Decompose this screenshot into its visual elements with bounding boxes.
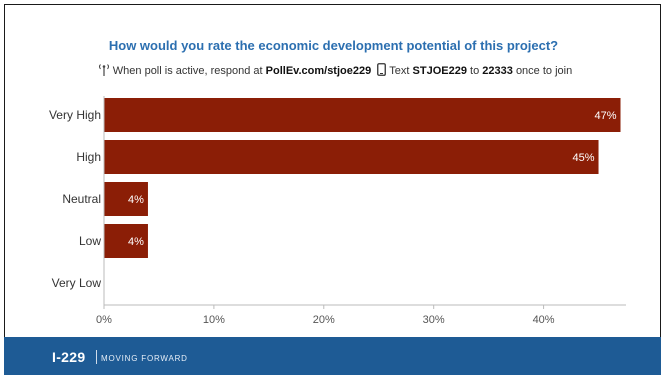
x-tick-label: 0% — [96, 314, 112, 326]
web-instruction-prefix: When poll is active, respond at — [112, 64, 263, 77]
category-label: Very Low — [52, 276, 102, 290]
footer-divider — [96, 350, 97, 364]
bar — [104, 98, 621, 132]
x-tick-label: 40% — [533, 314, 555, 326]
chart-title: How would you rate the economic developm… — [108, 38, 559, 53]
data-label: 4% — [128, 194, 144, 206]
footer-logo: I-229 — [52, 349, 86, 365]
footer-tagline: MOVING FORWARD — [101, 354, 188, 363]
sms-prefix: Text — [389, 64, 410, 77]
x-tick-label: 30% — [423, 314, 445, 326]
bar — [104, 182, 148, 216]
web-url: PollEv.com/stjoe229 — [265, 64, 372, 77]
sms-mid: to — [470, 64, 480, 77]
sms-code: STJOE229 — [412, 64, 467, 77]
x-tick-label: 20% — [313, 314, 335, 326]
antenna-icon — [98, 63, 110, 79]
footer-bar: I-229 MOVING FORWARD — [4, 337, 661, 375]
category-label: Very High — [49, 108, 101, 122]
x-tick-label: 10% — [203, 314, 225, 326]
poll-instructions: When poll is active, respond at PollEv.c… — [0, 63, 667, 79]
sms-suffix: once to join — [515, 64, 573, 77]
category-label: High — [76, 150, 101, 164]
phone-icon — [377, 63, 387, 79]
data-label: 47% — [594, 110, 616, 122]
bar — [104, 140, 599, 174]
category-label: Neutral — [62, 192, 101, 206]
sms-number: 22333 — [482, 64, 513, 77]
data-label: 4% — [128, 236, 144, 248]
data-label: 45% — [572, 152, 594, 164]
bar — [104, 224, 148, 258]
category-label: Low — [79, 234, 101, 248]
